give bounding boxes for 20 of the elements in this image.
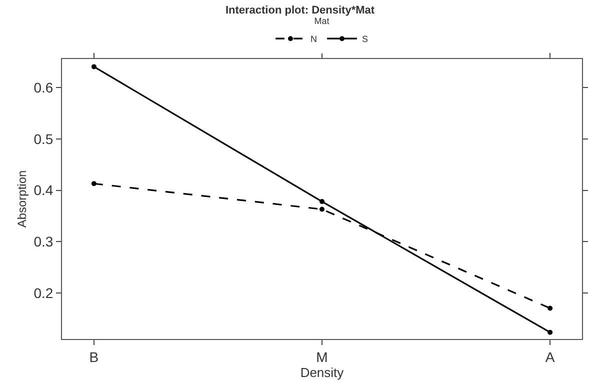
point [320,206,324,212]
point [320,199,324,204]
point [548,330,553,335]
legend-label: S [362,34,368,44]
legend-title: Mat [314,16,330,26]
x-tick-label: B [89,348,99,365]
y-tick-label: 0.4 [34,182,54,198]
point [91,181,96,186]
chart-title: Interaction plot: Density*Mat [225,4,375,17]
legend-label: N [310,34,317,44]
y-tick-label: 0.5 [34,130,54,147]
y-tick-label: 0.2 [34,284,54,301]
y-tick-label: 0.6 [34,80,54,96]
point [91,64,96,70]
x-axis-title: Density [300,364,344,380]
y-tick-label: 0.3 [34,233,54,250]
x-tick-label: M [316,348,328,365]
point [548,306,553,311]
x-tick-label: A [545,348,556,365]
y-axis-title: Absorption [15,170,30,228]
